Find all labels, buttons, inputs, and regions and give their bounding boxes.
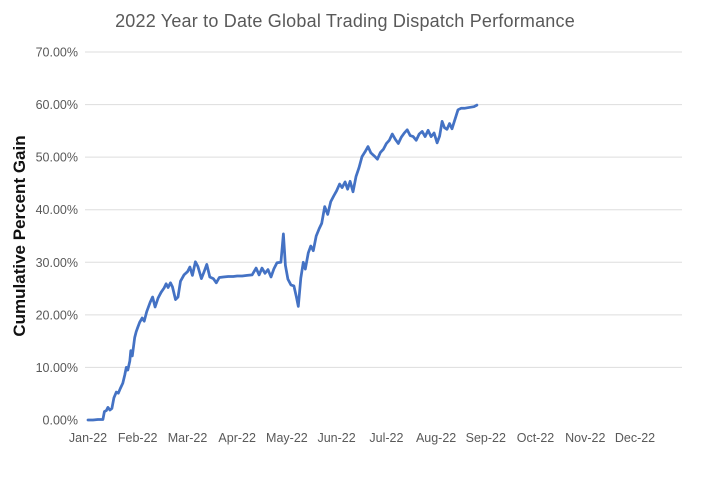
x-tick-label: May-22 [266, 431, 308, 445]
x-tick-label: Jul-22 [369, 431, 403, 445]
y-axis-title: Cumulative Percent Gain [10, 135, 29, 337]
x-tick-label: Mar-22 [168, 431, 208, 445]
y-tick-label: 10.00% [36, 361, 78, 375]
y-tick-label: 0.00% [43, 414, 78, 428]
y-tick-label: 60.00% [36, 98, 78, 112]
x-tick-label: Nov-22 [565, 431, 605, 445]
chart-title: 2022 Year to Date Global Trading Dispatc… [115, 11, 575, 31]
x-tick-label: Jun-22 [317, 431, 355, 445]
x-tick-label: Aug-22 [416, 431, 456, 445]
x-tick-label: Feb-22 [118, 431, 158, 445]
x-tick-label: Apr-22 [218, 431, 256, 445]
y-tick-label: 40.00% [36, 203, 78, 217]
x-tick-label: Jan-22 [69, 431, 107, 445]
x-tick-label: Oct-22 [517, 431, 555, 445]
y-tick-label: 20.00% [36, 308, 78, 322]
y-tick-label: 70.00% [36, 46, 78, 60]
performance-line [86, 103, 479, 422]
x-tick-label: Sep-22 [466, 431, 506, 445]
x-tick-label: Dec-22 [615, 431, 655, 445]
y-tick-label: 50.00% [36, 151, 78, 165]
y-tick-label: 30.00% [36, 256, 78, 270]
